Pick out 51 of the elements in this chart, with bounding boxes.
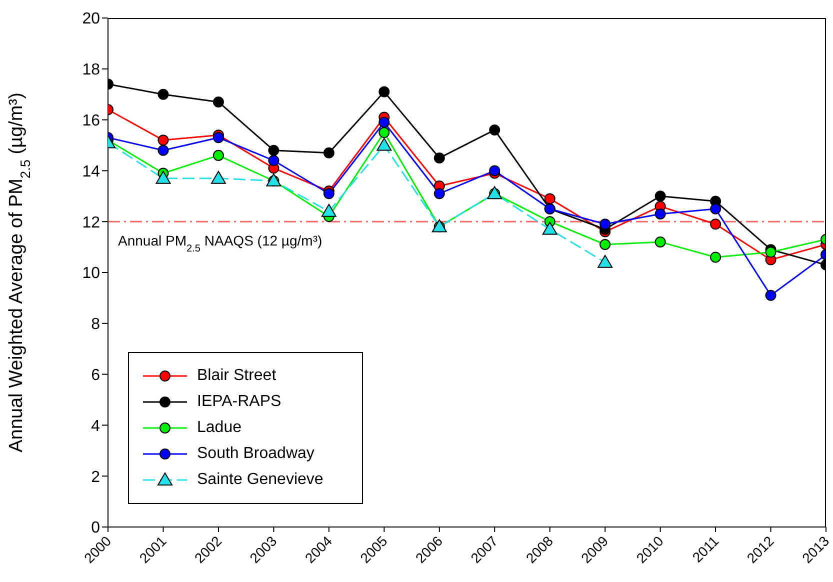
point xyxy=(321,204,336,217)
point xyxy=(434,152,445,164)
y-tick-label: 6 xyxy=(91,366,100,384)
point xyxy=(710,203,722,214)
legend-label: IEPA-RAPS xyxy=(197,393,282,411)
point xyxy=(210,170,226,184)
point xyxy=(434,188,445,200)
point xyxy=(765,290,776,301)
ref-line-label: Annual PM$_{2.5}$ NAAQS (12 µg/m³) xyxy=(118,232,322,254)
point xyxy=(378,116,390,128)
y-tick-label: 2 xyxy=(91,468,100,486)
y-tick-label: 14 xyxy=(82,163,100,180)
point xyxy=(654,208,666,220)
point xyxy=(378,86,390,98)
point xyxy=(158,134,169,146)
point xyxy=(489,124,500,136)
y-tick-label: 16 xyxy=(82,112,100,130)
y-tick-label: 20 xyxy=(82,10,100,28)
y-tick-label: 0 xyxy=(91,520,100,537)
point xyxy=(268,144,280,156)
point xyxy=(158,144,169,156)
y-tick-label: 4 xyxy=(91,418,100,435)
y-tick-label: 12 xyxy=(82,214,100,232)
point xyxy=(158,88,169,100)
legend-label: South Broadway xyxy=(197,445,314,463)
point xyxy=(212,132,224,144)
legend-label: Ladue xyxy=(197,419,242,437)
point xyxy=(710,218,722,230)
y-tick-label: 8 xyxy=(91,316,100,334)
point xyxy=(654,236,666,248)
y-tick-label: 10 xyxy=(82,265,100,282)
y-tick-label: 18 xyxy=(82,62,100,79)
point xyxy=(600,218,611,230)
point xyxy=(268,155,280,166)
point xyxy=(376,138,392,151)
point xyxy=(489,165,500,176)
point xyxy=(542,222,558,235)
point xyxy=(212,96,224,108)
point xyxy=(544,193,556,204)
point xyxy=(710,252,722,263)
legend-label: Blair Street xyxy=(197,367,276,385)
point xyxy=(378,127,390,138)
point xyxy=(600,239,611,250)
point xyxy=(765,246,776,258)
legend-label: Sainte Genevieve xyxy=(197,471,324,489)
point xyxy=(598,254,613,268)
point xyxy=(654,190,666,202)
point xyxy=(323,147,334,158)
point xyxy=(323,188,334,200)
point xyxy=(212,150,224,161)
point xyxy=(156,170,171,184)
